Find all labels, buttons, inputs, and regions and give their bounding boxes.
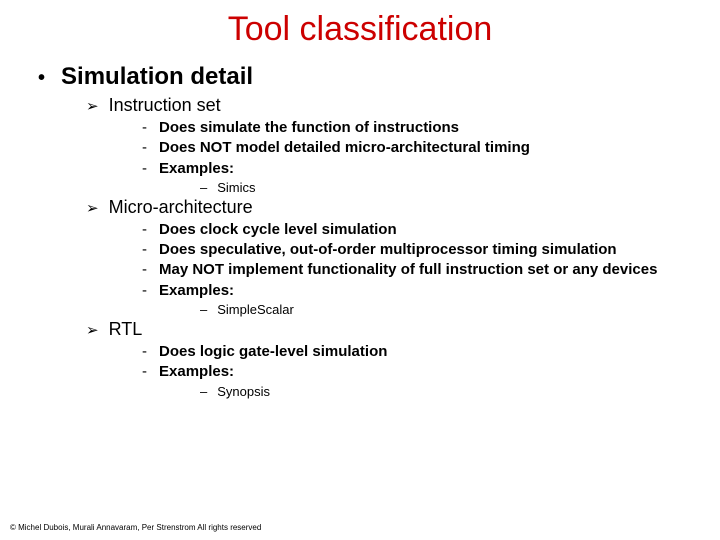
dash-icon: - xyxy=(142,118,147,138)
level1-label: Simulation detail xyxy=(61,63,253,91)
level4-text: Synopsis xyxy=(217,383,270,401)
slide-content: Tool classification • Simulation detail … xyxy=(0,0,720,401)
endash-icon: – xyxy=(200,383,207,401)
dash-icon: - xyxy=(142,240,147,260)
dash-icon: - xyxy=(142,138,147,158)
level3-text: Examples: xyxy=(159,362,234,382)
slide-title: Tool classification xyxy=(30,10,690,49)
section-instruction-set: ➢ Instruction set xyxy=(86,95,690,116)
list-item: - May NOT implement functionality of ful… xyxy=(142,260,690,280)
dash-icon: - xyxy=(142,362,147,382)
level2-label: RTL xyxy=(109,319,143,340)
list-item: - Does simulate the function of instruct… xyxy=(142,118,690,138)
level3-text: Does simulate the function of instructio… xyxy=(159,118,459,138)
section-micro-architecture: ➢ Micro-architecture xyxy=(86,197,690,218)
copyright-footer: © Michel Dubois, Murali Annavaram, Per S… xyxy=(10,523,261,532)
dash-icon: - xyxy=(142,260,147,280)
list-item: - Does speculative, out-of-order multipr… xyxy=(142,240,690,260)
arrow-icon: ➢ xyxy=(86,199,99,217)
arrow-icon: ➢ xyxy=(86,97,99,115)
bullet-simulation-detail: • Simulation detail xyxy=(38,63,690,91)
level4-text: SimpleScalar xyxy=(217,301,294,319)
level2-label: Micro-architecture xyxy=(109,197,253,218)
endash-icon: – xyxy=(200,179,207,197)
list-item: - Does NOT model detailed micro-architec… xyxy=(142,138,690,158)
example-item: – SimpleScalar xyxy=(200,301,690,319)
list-item: - Does logic gate-level simulation xyxy=(142,342,690,362)
level3-text: May NOT implement functionality of full … xyxy=(159,260,657,280)
level3-text: Does speculative, out-of-order multiproc… xyxy=(159,240,617,260)
dash-icon: - xyxy=(142,159,147,179)
list-item: - Examples: xyxy=(142,159,690,179)
level4-text: Simics xyxy=(217,179,255,197)
dash-icon: - xyxy=(142,342,147,362)
list-item: - Examples: xyxy=(142,281,690,301)
level3-text: Does logic gate-level simulation xyxy=(159,342,387,362)
level3-text: Does clock cycle level simulation xyxy=(159,220,397,240)
example-item: – Simics xyxy=(200,179,690,197)
list-item: - Examples: xyxy=(142,362,690,382)
list-item: - Does clock cycle level simulation xyxy=(142,220,690,240)
arrow-icon: ➢ xyxy=(86,321,99,339)
level3-text: Examples: xyxy=(159,159,234,179)
dot-icon: • xyxy=(38,68,45,88)
dash-icon: - xyxy=(142,281,147,301)
endash-icon: – xyxy=(200,301,207,319)
level3-text: Examples: xyxy=(159,281,234,301)
level3-text: Does NOT model detailed micro-architectu… xyxy=(159,138,530,158)
section-rtl: ➢ RTL xyxy=(86,319,690,340)
level2-label: Instruction set xyxy=(109,95,221,116)
example-item: – Synopsis xyxy=(200,383,690,401)
dash-icon: - xyxy=(142,220,147,240)
